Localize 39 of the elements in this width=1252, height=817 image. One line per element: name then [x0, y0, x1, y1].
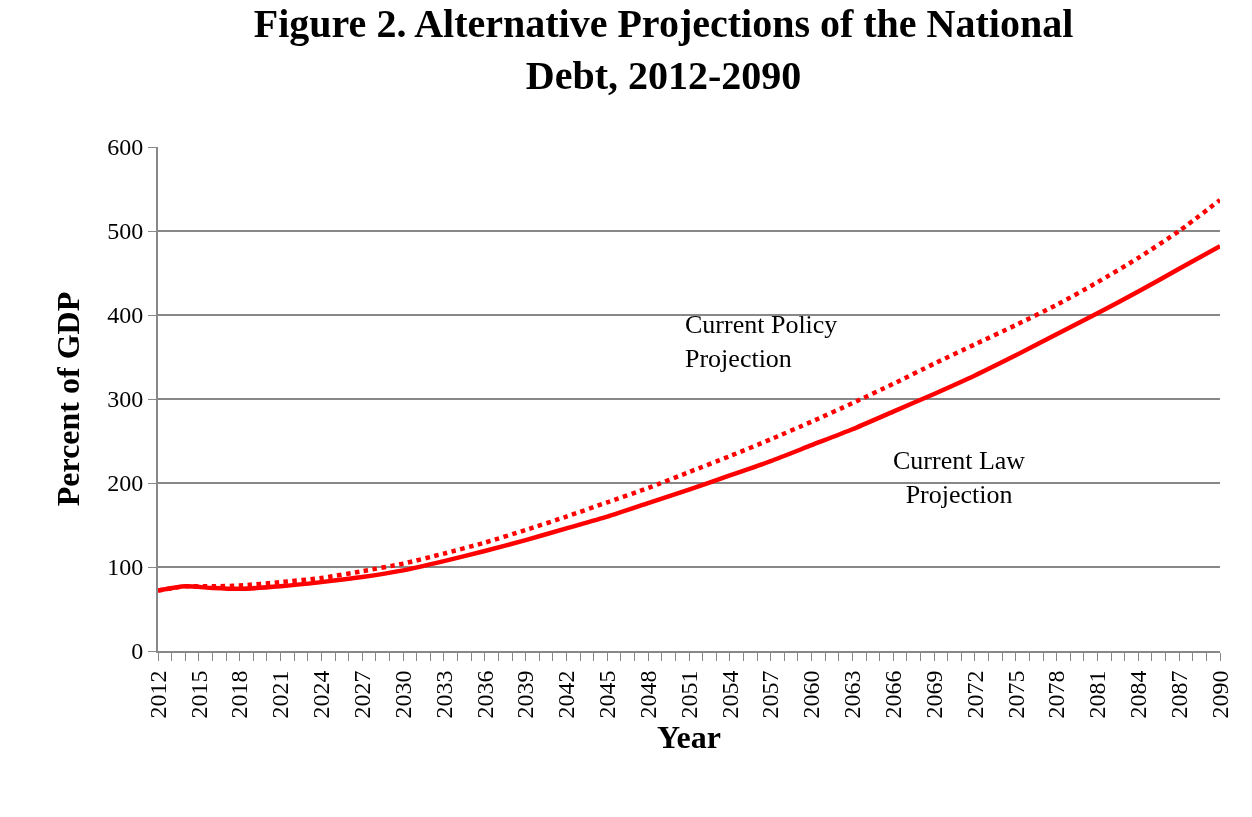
x-tick-label: 2015	[185, 670, 212, 719]
x-tick-label: 2039	[512, 670, 539, 719]
x-tick-label: 2057	[757, 670, 784, 719]
x-tick-label: 2048	[634, 670, 661, 719]
x-tick-label: 2024	[308, 670, 335, 719]
chart-title: Figure 2. Alternative Projections of the National Debt, 2012-2090	[253, 0, 1074, 98]
x-axis-title: Year	[657, 719, 721, 755]
x-tick-label: 2075	[1002, 670, 1029, 719]
x-tick-label: 2030	[389, 670, 416, 719]
x-tick-label: 2045	[594, 670, 621, 719]
y-tick-label: 200	[107, 470, 144, 497]
y-tick-label: 100	[107, 554, 144, 581]
series-label: Current Policy Projection	[685, 310, 838, 373]
x-tick-label: 2018	[226, 670, 253, 719]
x-tick-label: 2090	[1206, 670, 1233, 719]
y-tick-label: 500	[107, 218, 144, 245]
x-tick-label: 2081	[1084, 670, 1111, 719]
x-tick-label: 2087	[1165, 670, 1192, 719]
y-tick-label: 400	[107, 302, 144, 329]
x-tick-label: 2063	[839, 670, 866, 719]
x-tick-label: 2021	[267, 670, 294, 719]
x-tick-label: 2060	[798, 670, 825, 719]
y-tick-label: 300	[107, 386, 144, 413]
x-tick-label: 2084	[1125, 670, 1152, 719]
x-tick-label: 2054	[716, 670, 743, 719]
x-tick-label: 2078	[1043, 670, 1070, 719]
x-tick-label: 2051	[675, 670, 702, 719]
series-label: Current Law Projection	[893, 446, 1026, 509]
x-tick-label: 2027	[349, 670, 376, 719]
x-tick-label: 2033	[430, 670, 457, 719]
x-tick-label: 2066	[880, 670, 907, 719]
x-tick-label: 2042	[553, 670, 580, 719]
x-tick-label: 2072	[961, 670, 988, 719]
y-axis-title: Percent of GDP	[50, 291, 86, 507]
y-tick-label: 0	[131, 638, 144, 665]
x-tick-label: 2012	[144, 670, 171, 719]
x-tick-label: 2069	[920, 670, 947, 719]
x-tick-label: 2036	[471, 670, 498, 719]
y-tick-label: 600	[107, 134, 144, 161]
